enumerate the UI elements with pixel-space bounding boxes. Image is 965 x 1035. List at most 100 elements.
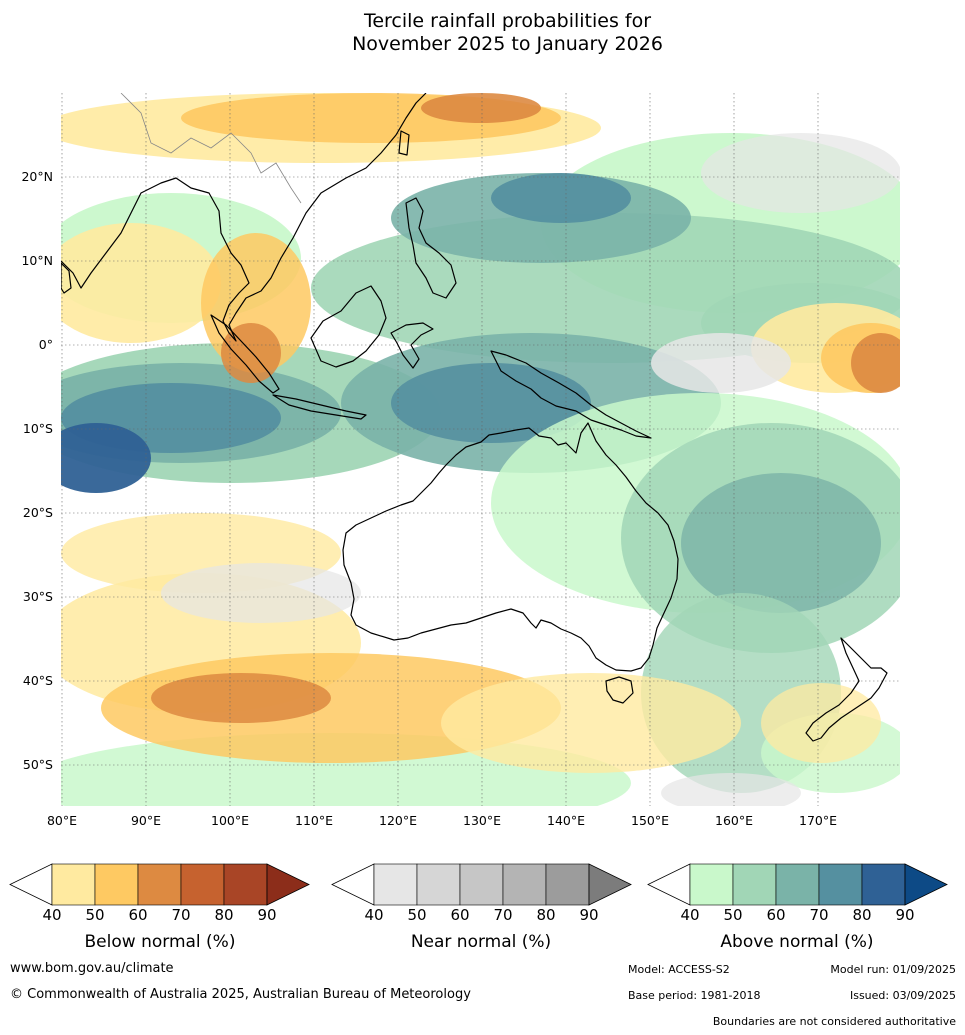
java-coastline	[272, 394, 367, 420]
above-tick-80: 80	[852, 906, 872, 924]
lat-label-0: 0°	[38, 337, 53, 352]
lat-label-20n: 20°N	[21, 169, 53, 184]
shading-region-21	[61, 223, 221, 343]
lon-label-160e: 160°E	[714, 813, 754, 828]
above-low-extension	[647, 863, 691, 906]
sri-lanka-coastline	[61, 262, 72, 294]
mainland-borders	[120, 93, 302, 204]
below-tick-70: 70	[171, 906, 191, 924]
lon-label-170e: 170°E	[798, 813, 838, 828]
coastlines	[61, 93, 888, 742]
near-normal-title: Near normal (%)	[410, 932, 552, 952]
above-tick-70: 70	[809, 906, 829, 924]
above-colorbar-segment	[732, 863, 777, 906]
footer-model-run: Model run: 01/09/2025	[830, 963, 956, 976]
title-line-1: Tercile rainfall probabilities for	[363, 10, 652, 32]
shading-region-14	[681, 473, 881, 613]
sulawesi-coastline	[390, 322, 434, 369]
new-zealand-coastline	[805, 637, 888, 742]
borneo-coastline	[310, 285, 387, 368]
shading-region-32	[761, 683, 881, 763]
graticule	[61, 93, 900, 806]
near-tick-40: 40	[364, 906, 384, 924]
lat-label-40s: 40°S	[22, 673, 53, 688]
near-tick-60: 60	[450, 906, 470, 924]
shading-region-23	[221, 323, 281, 383]
shading-region-31	[441, 673, 741, 773]
colorbar-group	[9, 863, 948, 906]
below-tick-50: 50	[85, 906, 105, 924]
lat-label-10n: 10°N	[21, 253, 53, 268]
near-colorbar-segment	[373, 863, 418, 906]
shading-region-20	[421, 93, 541, 123]
above-tick-90: 90	[895, 906, 915, 924]
near-high-extension	[588, 863, 632, 906]
above-colorbar-segment	[775, 863, 820, 906]
shading-region-9	[61, 423, 151, 493]
shading-region-35	[161, 563, 361, 623]
near-low-extension	[331, 863, 375, 906]
lat-label-50s: 50°S	[22, 757, 53, 772]
australia-coastline	[342, 422, 679, 672]
chart-title: Tercile rainfall probabilities for Novem…	[0, 10, 965, 56]
footer-base-period: Base period: 1981-2018	[628, 989, 761, 1002]
rainfall-probability-map	[61, 93, 900, 806]
near-tick-50: 50	[407, 906, 427, 924]
lon-label-80e: 80°E	[46, 813, 78, 828]
near-colorbar-segment	[545, 863, 590, 906]
philippines-coastline	[405, 197, 457, 299]
below-colorbar-segment	[223, 863, 268, 906]
above-colorbar-segment	[818, 863, 863, 906]
lon-label-120e: 120°E	[378, 813, 418, 828]
tasmania-coastline	[605, 676, 634, 704]
sumatra-coastline	[210, 314, 280, 394]
lon-label-130e: 130°E	[462, 813, 502, 828]
above-colorbar-segment	[861, 863, 906, 906]
shading-region-33	[651, 333, 791, 393]
shading-region-11	[391, 363, 591, 443]
above-high-extension	[904, 863, 948, 906]
shading-region-34	[701, 133, 900, 213]
lon-label-100e: 100°E	[210, 813, 250, 828]
above-tick-40: 40	[680, 906, 700, 924]
lon-label-90e: 90°E	[130, 813, 162, 828]
country-borders	[120, 93, 302, 204]
below-high-extension	[266, 863, 310, 906]
lon-label-140e: 140°E	[546, 813, 586, 828]
above-colorbar-segment	[689, 863, 734, 906]
above-tick-60: 60	[766, 906, 786, 924]
footer-issued: Issued: 03/09/2025	[849, 989, 956, 1002]
shading-region-30	[151, 673, 331, 723]
below-colorbar-segment	[94, 863, 139, 906]
below-tick-60: 60	[128, 906, 148, 924]
below-colorbar-segment	[180, 863, 225, 906]
footer-disclaimer: Boundaries are not considered authoritat…	[712, 1015, 956, 1028]
new-guinea-coastline	[490, 350, 652, 439]
near-colorbar-segment	[416, 863, 461, 906]
taiwan-coastline	[398, 130, 410, 156]
above-tick-50: 50	[723, 906, 743, 924]
lat-label-20s: 20°S	[22, 505, 53, 520]
near-tick-90: 90	[579, 906, 599, 924]
map-svg	[61, 93, 900, 806]
below-colorbar-segment	[51, 863, 96, 906]
near-tick-80: 80	[536, 906, 556, 924]
asia-mainland-coastline	[61, 93, 427, 342]
below-tick-80: 80	[214, 906, 234, 924]
footer-url: www.bom.gov.au/climate	[10, 961, 174, 976]
above-normal-title: Above normal (%)	[720, 932, 874, 952]
near-colorbar-segment	[459, 863, 504, 906]
below-colorbar-segment	[137, 863, 182, 906]
lat-label-30s: 30°S	[22, 589, 53, 604]
below-tick-40: 40	[42, 906, 62, 924]
lon-label-150e: 150°E	[630, 813, 670, 828]
below-low-extension	[9, 863, 53, 906]
near-colorbar-segment	[502, 863, 547, 906]
lat-label-10s: 10°S	[22, 421, 53, 436]
near-tick-70: 70	[493, 906, 513, 924]
shading-region-36	[661, 773, 801, 806]
below-tick-90: 90	[257, 906, 277, 924]
probability-shading	[61, 93, 900, 806]
footer-model: Model: ACCESS-S2	[628, 963, 730, 976]
lon-label-110e: 110°E	[294, 813, 334, 828]
